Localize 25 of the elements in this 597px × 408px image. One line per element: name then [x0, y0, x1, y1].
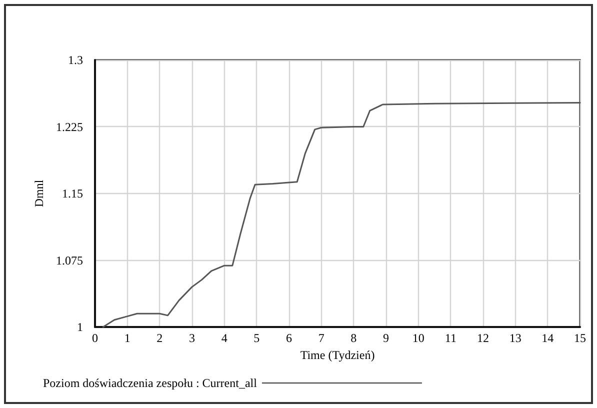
y-tick-label: 1.15: [62, 186, 83, 200]
x-tick-label: 1: [124, 331, 130, 345]
x-tick-label: 11: [444, 331, 456, 345]
x-tick-label: 10: [412, 331, 424, 345]
x-axis-title: Time (Tydzień): [300, 348, 375, 362]
x-tick-label: 3: [189, 331, 195, 345]
y-tick-label: 1.3: [68, 53, 83, 67]
x-tick-label: 15: [574, 331, 586, 345]
x-tick-label: 13: [509, 331, 522, 345]
x-tick-label: 12: [477, 331, 489, 345]
x-tick-label: 5: [254, 331, 260, 345]
x-tick-label: 0: [92, 331, 98, 345]
y-tick-label: 1.225: [56, 120, 83, 134]
x-tick-label: 7: [318, 331, 324, 345]
x-tick-label: 14: [542, 331, 554, 345]
line-series: [102, 102, 581, 328]
x-tick-label: 8: [350, 331, 357, 345]
y-axis-title: Dmnl: [32, 179, 46, 208]
text: Poziom doświadczenia zespołu : Current_all: [42, 376, 258, 390]
x-tick-label: 2: [156, 331, 163, 345]
y-tick-label: 1.075: [56, 253, 83, 268]
x-tick-label: 4: [221, 331, 228, 345]
x-tick-label: 9: [383, 331, 389, 345]
y-tick-label: 1: [77, 320, 83, 334]
x-tick-label: 6: [286, 331, 292, 345]
